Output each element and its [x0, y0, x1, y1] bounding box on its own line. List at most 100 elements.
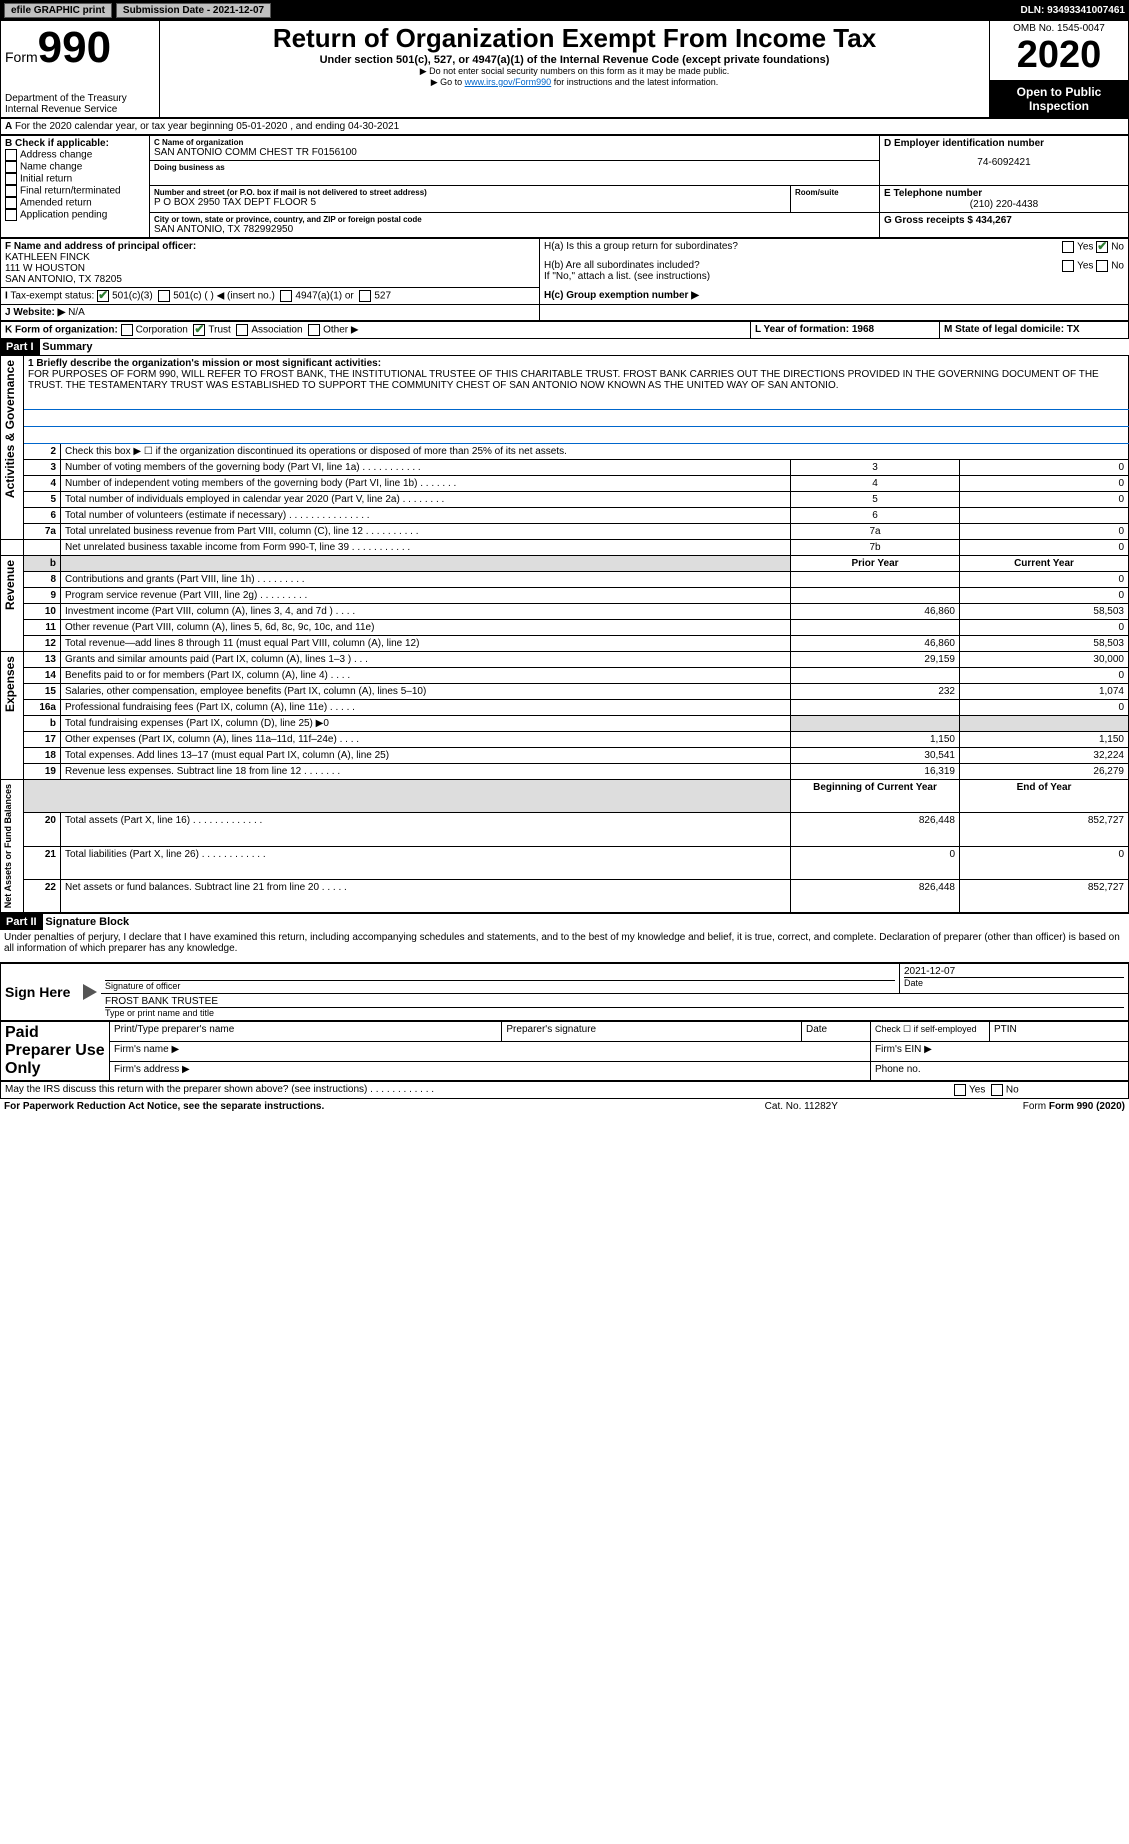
rev-text-4: Total revenue—add lines 8 through 11 (mu… — [61, 636, 791, 652]
check-trust[interactable] — [193, 324, 205, 336]
exp-prior-0: 29,159 — [791, 652, 960, 668]
box-hb: H(b) Are all subordinates included? Yes … — [540, 258, 1129, 288]
gov-val-1: 0 — [960, 476, 1129, 492]
check-application[interactable] — [5, 209, 17, 221]
c-name-label: C Name of organization — [154, 138, 875, 147]
rev-num-0: 8 — [24, 572, 61, 588]
exp-curr-6: 32,224 — [960, 748, 1129, 764]
check-other[interactable] — [308, 324, 320, 336]
pp-name-label: Print/Type preparer's name — [110, 1022, 502, 1042]
net-num-0: 20 — [24, 813, 61, 846]
check-501c[interactable] — [158, 290, 170, 302]
rev-prior-1 — [791, 588, 960, 604]
ha-yes-check[interactable] — [1062, 241, 1074, 253]
check-527[interactable] — [359, 290, 371, 302]
gov-box-2: 5 — [791, 492, 960, 508]
officer-addr2: SAN ANTONIO, TX 78205 — [5, 274, 535, 285]
net-prior-1: 0 — [791, 846, 960, 879]
gov-val-4: 0 — [960, 524, 1129, 540]
gov-text-2: Total number of individuals employed in … — [61, 492, 791, 508]
sig-date-label: Date — [904, 977, 1124, 988]
discuss-yes-check[interactable] — [954, 1084, 966, 1096]
tax-year: 2020 — [994, 34, 1124, 77]
rev-prior-0 — [791, 572, 960, 588]
gov-val-3 — [960, 508, 1129, 524]
check-initial-return[interactable] — [5, 173, 17, 185]
underline-3 — [24, 427, 1129, 444]
box-g: G Gross receipts $ 434,267 — [880, 213, 1129, 238]
efile-button[interactable]: efile GRAPHIC print — [4, 3, 112, 18]
gov-val-0: 0 — [960, 460, 1129, 476]
gov-num-4: 7a — [24, 524, 61, 540]
submission-date-button[interactable]: Submission Date - 2021-12-07 — [116, 3, 271, 18]
firm-phone-label: Phone no. — [871, 1061, 1129, 1081]
city-value: SAN ANTONIO, TX 782992950 — [154, 224, 875, 235]
opt-assoc: Association — [251, 325, 302, 336]
line2-num: 2 — [24, 444, 61, 460]
opt-corp: Corporation — [136, 325, 188, 336]
f-label: F Name and address of principal officer: — [5, 241, 535, 252]
gross-receipts: G Gross receipts $ 434,267 — [884, 215, 1124, 226]
hb-yes-check[interactable] — [1062, 260, 1074, 272]
exp-num-1: 14 — [24, 668, 61, 684]
check-4947[interactable] — [280, 290, 292, 302]
cat-no: Cat. No. 11282Y — [713, 1099, 889, 1114]
part-i-header: Part I Summary — [0, 339, 1129, 355]
opt-501c: 501(c) ( ) ◀ (insert no.) — [173, 291, 275, 302]
part-ii-badge: Part II — [0, 914, 43, 930]
arrow-icon — [83, 984, 97, 1000]
room-label: Room/suite — [795, 188, 875, 197]
rev-num-4: 12 — [24, 636, 61, 652]
check-final-return[interactable] — [5, 185, 17, 197]
check-name-change[interactable] — [5, 161, 17, 173]
m-label: M State of legal domicile: TX — [944, 324, 1080, 335]
exp-prior-1 — [791, 668, 960, 684]
pp-date-label: Date — [802, 1022, 871, 1042]
net-text-2: Net assets or fund balances. Subtract li… — [61, 879, 791, 912]
rev-curr-2: 58,503 — [960, 604, 1129, 620]
check-assoc[interactable] — [236, 324, 248, 336]
sig-date-value: 2021-12-07 — [904, 966, 1124, 977]
firm-addr-label: Firm's address ▶ — [110, 1061, 871, 1081]
exp-text-7: Revenue less expenses. Subtract line 18 … — [61, 764, 791, 780]
check-amended[interactable] — [5, 197, 17, 209]
discuss-no-check[interactable] — [991, 1084, 1003, 1096]
rev-num-2: 10 — [24, 604, 61, 620]
box-j-right — [540, 305, 1129, 321]
gov-num-0: 3 — [24, 460, 61, 476]
period-text: For the 2020 calendar year, or tax year … — [15, 121, 399, 132]
ha-no: No — [1111, 242, 1124, 253]
opt-application: Application pending — [20, 210, 107, 221]
prior-year-head: Prior Year — [791, 556, 960, 572]
net-vert-text: Net Assets or Fund Balances — [1, 780, 15, 912]
omb-cell: OMB No. 1545-0047 2020 — [990, 21, 1129, 81]
gov-vert-label: Activities & Governance — [1, 356, 24, 540]
pra-notice: For Paperwork Reduction Act Notice, see … — [0, 1099, 713, 1114]
sig-date-cell: 2021-12-07 Date — [900, 964, 1129, 994]
box-c-city: City or town, state or province, country… — [150, 213, 880, 238]
rev-text-1: Program service revenue (Part VIII, line… — [61, 588, 791, 604]
ein-label: D Employer identification number — [884, 138, 1124, 149]
net-text-0: Total assets (Part X, line 16) . . . . .… — [61, 813, 791, 846]
check-corp[interactable] — [121, 324, 133, 336]
check-address-change[interactable] — [5, 149, 17, 161]
note-ssn: ▶ Do not enter social security numbers o… — [164, 66, 985, 77]
ha-no-check[interactable] — [1096, 241, 1108, 253]
net-num-2: 22 — [24, 879, 61, 912]
underline-2 — [24, 410, 1129, 427]
hb-no-check[interactable] — [1096, 260, 1108, 272]
rev-num-1: 9 — [24, 588, 61, 604]
gov-box-3: 6 — [791, 508, 960, 524]
begin-year-head: Beginning of Current Year — [791, 780, 960, 813]
sign-here-label: Sign Here — [1, 964, 80, 1021]
rev-text-0: Contributions and grants (Part VIII, lin… — [61, 572, 791, 588]
box-ha: H(a) Is this a group return for subordin… — [540, 239, 1129, 258]
gov-vert-text: Activities & Governance — [1, 356, 19, 502]
hb-yes: Yes — [1077, 260, 1093, 271]
check-501c3[interactable] — [97, 290, 109, 302]
form-page: efile GRAPHIC print Submission Date - 20… — [0, 0, 1129, 1114]
box-k: K Form of organization: Corporation Trus… — [1, 322, 751, 339]
part-ii-header-row: Part II Signature Block — [0, 913, 1129, 930]
irs-link[interactable]: www.irs.gov/Form990 — [465, 77, 552, 87]
trustee-name: FROST BANK TRUSTEE — [105, 996, 1124, 1007]
